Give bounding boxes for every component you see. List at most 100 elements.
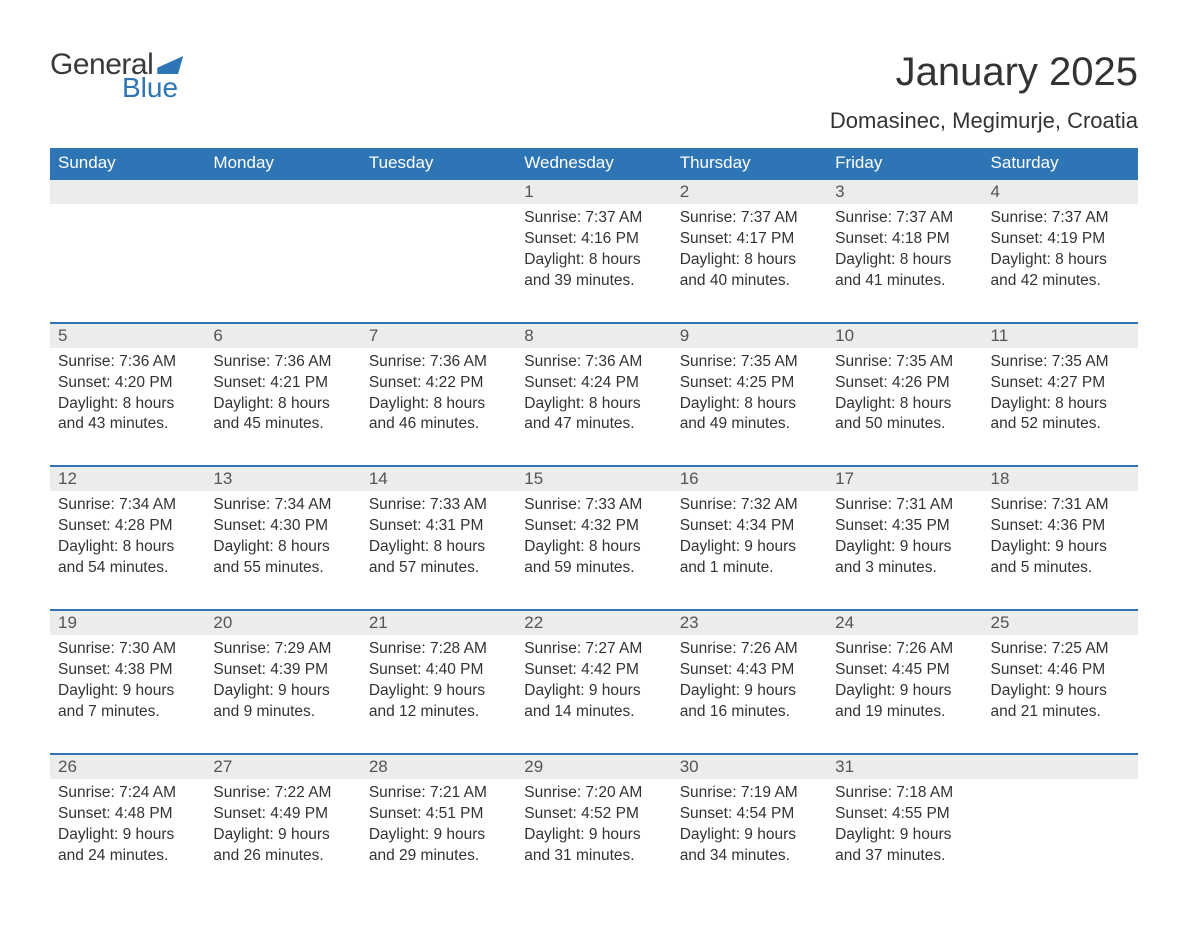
day-cell-number: 2 — [672, 179, 827, 204]
day-cell-data: Sunrise: 7:29 AMSunset: 4:39 PMDaylight:… — [205, 635, 360, 754]
day-data: Sunrise: 7:26 AMSunset: 4:43 PMDaylight:… — [672, 635, 827, 753]
day-number: 9 — [672, 324, 827, 348]
day-data: Sunrise: 7:31 AMSunset: 4:35 PMDaylight:… — [827, 491, 982, 609]
day-data — [50, 204, 205, 314]
day-sr: Sunrise: 7:33 AM — [369, 495, 508, 516]
day-cell-number: 11 — [983, 323, 1138, 348]
day-d1: Daylight: 9 hours — [524, 825, 663, 846]
week-data-row: Sunrise: 7:34 AMSunset: 4:28 PMDaylight:… — [50, 491, 1138, 610]
day-cell-number: 23 — [672, 610, 827, 635]
day-cell-data: Sunrise: 7:33 AMSunset: 4:32 PMDaylight:… — [516, 491, 671, 610]
day-sr: Sunrise: 7:37 AM — [991, 208, 1130, 229]
day-d2: and 59 minutes. — [524, 558, 663, 579]
day-number: 20 — [205, 611, 360, 635]
day-d1: Daylight: 8 hours — [835, 250, 974, 271]
day-d1: Daylight: 9 hours — [369, 825, 508, 846]
day-sr: Sunrise: 7:31 AM — [991, 495, 1130, 516]
day-sr: Sunrise: 7:37 AM — [524, 208, 663, 229]
day-ss: Sunset: 4:18 PM — [835, 229, 974, 250]
day-sr: Sunrise: 7:31 AM — [835, 495, 974, 516]
day-cell-data: Sunrise: 7:19 AMSunset: 4:54 PMDaylight:… — [672, 779, 827, 897]
day-d2: and 9 minutes. — [213, 702, 352, 723]
day-cell-number: 5 — [50, 323, 205, 348]
day-ss: Sunset: 4:17 PM — [680, 229, 819, 250]
day-d1: Daylight: 8 hours — [524, 537, 663, 558]
weekday-header-row: Sunday Monday Tuesday Wednesday Thursday… — [50, 148, 1138, 179]
day-d2: and 50 minutes. — [835, 414, 974, 435]
day-sr: Sunrise: 7:36 AM — [524, 352, 663, 373]
day-data: Sunrise: 7:35 AMSunset: 4:27 PMDaylight:… — [983, 348, 1138, 466]
day-d2: and 39 minutes. — [524, 271, 663, 292]
day-d2: and 31 minutes. — [524, 846, 663, 867]
day-cell-data — [983, 779, 1138, 897]
day-sr: Sunrise: 7:21 AM — [369, 783, 508, 804]
day-ss: Sunset: 4:52 PM — [524, 804, 663, 825]
day-cell-data: Sunrise: 7:30 AMSunset: 4:38 PMDaylight:… — [50, 635, 205, 754]
day-cell-data: Sunrise: 7:25 AMSunset: 4:46 PMDaylight:… — [983, 635, 1138, 754]
day-d1: Daylight: 9 hours — [835, 825, 974, 846]
day-number: 4 — [983, 180, 1138, 204]
day-d1: Daylight: 8 hours — [369, 537, 508, 558]
day-number: 30 — [672, 755, 827, 779]
day-ss: Sunset: 4:19 PM — [991, 229, 1130, 250]
week-daynum-row: 19202122232425 — [50, 610, 1138, 635]
day-ss: Sunset: 4:35 PM — [835, 516, 974, 537]
day-sr: Sunrise: 7:26 AM — [680, 639, 819, 660]
day-data: Sunrise: 7:29 AMSunset: 4:39 PMDaylight:… — [205, 635, 360, 753]
day-cell-data — [361, 204, 516, 323]
day-data — [205, 204, 360, 314]
day-data: Sunrise: 7:20 AMSunset: 4:52 PMDaylight:… — [516, 779, 671, 897]
day-d2: and 52 minutes. — [991, 414, 1130, 435]
day-d1: Daylight: 9 hours — [369, 681, 508, 702]
day-cell-number: 21 — [361, 610, 516, 635]
day-number: 2 — [672, 180, 827, 204]
day-data: Sunrise: 7:25 AMSunset: 4:46 PMDaylight:… — [983, 635, 1138, 753]
day-cell-number: 4 — [983, 179, 1138, 204]
day-data: Sunrise: 7:36 AMSunset: 4:22 PMDaylight:… — [361, 348, 516, 466]
day-number: 31 — [827, 755, 982, 779]
day-d1: Daylight: 8 hours — [213, 394, 352, 415]
day-d2: and 55 minutes. — [213, 558, 352, 579]
day-cell-number: 26 — [50, 754, 205, 779]
day-d2: and 34 minutes. — [680, 846, 819, 867]
day-number: 28 — [361, 755, 516, 779]
day-data: Sunrise: 7:36 AMSunset: 4:20 PMDaylight:… — [50, 348, 205, 466]
day-d1: Daylight: 9 hours — [213, 825, 352, 846]
day-d1: Daylight: 9 hours — [58, 825, 197, 846]
day-number: 13 — [205, 467, 360, 491]
day-ss: Sunset: 4:42 PM — [524, 660, 663, 681]
day-ss: Sunset: 4:48 PM — [58, 804, 197, 825]
day-data: Sunrise: 7:37 AMSunset: 4:18 PMDaylight:… — [827, 204, 982, 322]
day-cell-number: 9 — [672, 323, 827, 348]
weekday-header: Tuesday — [361, 148, 516, 179]
day-d2: and 26 minutes. — [213, 846, 352, 867]
week-daynum-row: 12131415161718 — [50, 466, 1138, 491]
day-cell-number: 28 — [361, 754, 516, 779]
day-ss: Sunset: 4:34 PM — [680, 516, 819, 537]
week-data-row: Sunrise: 7:24 AMSunset: 4:48 PMDaylight:… — [50, 779, 1138, 897]
day-number: 18 — [983, 467, 1138, 491]
day-sr: Sunrise: 7:28 AM — [369, 639, 508, 660]
day-number — [50, 180, 205, 204]
day-number: 5 — [50, 324, 205, 348]
week-data-row: Sunrise: 7:37 AMSunset: 4:16 PMDaylight:… — [50, 204, 1138, 323]
day-cell-data: Sunrise: 7:20 AMSunset: 4:52 PMDaylight:… — [516, 779, 671, 897]
day-data: Sunrise: 7:34 AMSunset: 4:30 PMDaylight:… — [205, 491, 360, 609]
day-data: Sunrise: 7:34 AMSunset: 4:28 PMDaylight:… — [50, 491, 205, 609]
day-data: Sunrise: 7:33 AMSunset: 4:32 PMDaylight:… — [516, 491, 671, 609]
day-number: 19 — [50, 611, 205, 635]
day-cell-number: 6 — [205, 323, 360, 348]
day-d2: and 21 minutes. — [991, 702, 1130, 723]
day-cell-data — [205, 204, 360, 323]
day-d1: Daylight: 8 hours — [524, 250, 663, 271]
day-sr: Sunrise: 7:25 AM — [991, 639, 1130, 660]
day-d1: Daylight: 9 hours — [58, 681, 197, 702]
day-cell-data: Sunrise: 7:18 AMSunset: 4:55 PMDaylight:… — [827, 779, 982, 897]
logo: General Blue — [50, 50, 183, 102]
day-ss: Sunset: 4:45 PM — [835, 660, 974, 681]
day-cell-data: Sunrise: 7:35 AMSunset: 4:26 PMDaylight:… — [827, 348, 982, 467]
day-cell-data: Sunrise: 7:31 AMSunset: 4:35 PMDaylight:… — [827, 491, 982, 610]
day-cell-data: Sunrise: 7:26 AMSunset: 4:43 PMDaylight:… — [672, 635, 827, 754]
day-d1: Daylight: 8 hours — [991, 394, 1130, 415]
day-cell-number: 1 — [516, 179, 671, 204]
